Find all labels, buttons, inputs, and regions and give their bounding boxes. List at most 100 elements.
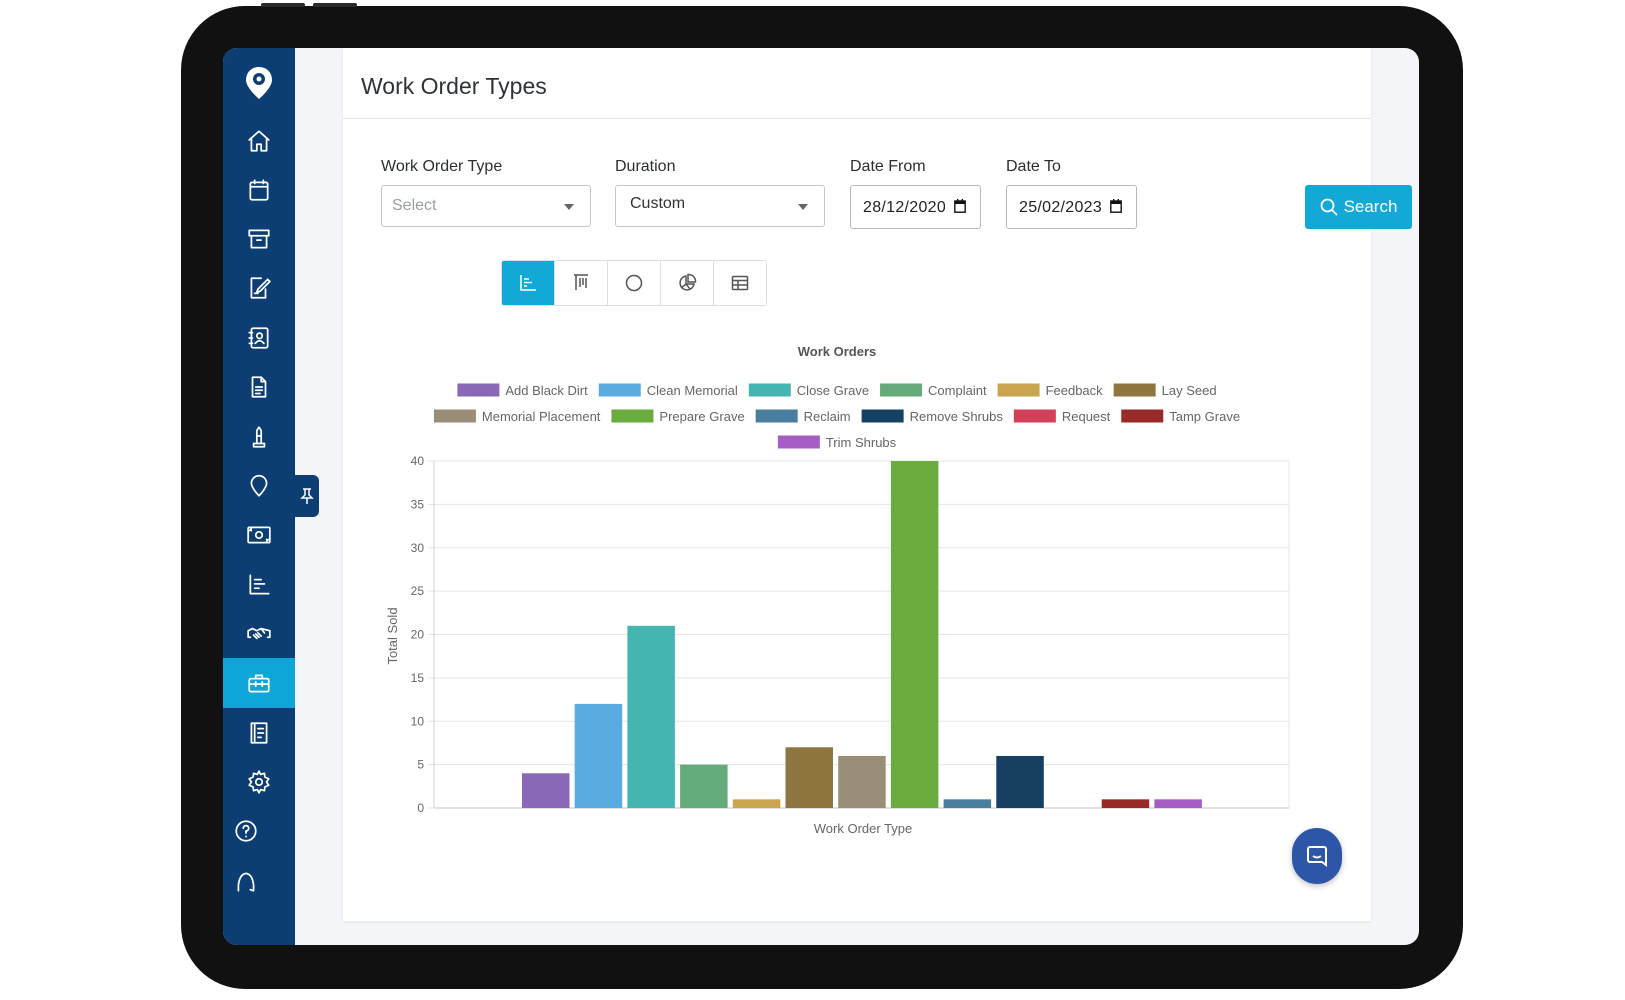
- legend-swatch: [1113, 383, 1156, 397]
- chevron-down-icon: [798, 204, 808, 210]
- legend-label: Complaint: [928, 383, 987, 398]
- sidebar-item-book[interactable]: [223, 708, 295, 758]
- table-icon: [731, 275, 749, 291]
- legend-item[interactable]: Complaint: [880, 383, 987, 398]
- sidebar-item-calendar[interactable]: [223, 165, 295, 215]
- pie-chart-icon: [679, 273, 697, 291]
- legend-item[interactable]: Feedback: [997, 383, 1104, 398]
- home-icon: [248, 130, 270, 152]
- sidebar-item-edit-document[interactable]: [223, 263, 295, 313]
- bar-memorial-placement[interactable]: [838, 755, 886, 808]
- y-tick-label: 30: [411, 541, 425, 555]
- y-axis-label: Total Sold: [385, 607, 400, 664]
- work-order-type-label: Work Order Type: [381, 158, 503, 175]
- legend-item[interactable]: Request: [1013, 409, 1111, 424]
- sidebar-item-home[interactable]: [223, 116, 295, 166]
- book-icon: [250, 722, 268, 744]
- legend-item[interactable]: Clean Memorial: [598, 383, 738, 398]
- legend-item[interactable]: Add Black Dirt: [457, 383, 588, 398]
- bar-trim-shrubs[interactable]: [1154, 799, 1202, 808]
- pie-chart-view-button[interactable]: [661, 261, 714, 305]
- duration-select[interactable]: Custom: [615, 185, 825, 227]
- sidebar-item-map-pin[interactable]: [223, 461, 295, 511]
- bar-prepare-grave[interactable]: [890, 461, 939, 808]
- bar-lay-seed[interactable]: [785, 747, 834, 808]
- table-view-button[interactable]: [714, 261, 766, 305]
- date-to-value: 25/02/2023: [1019, 199, 1103, 216]
- chat-support-button[interactable]: [1292, 828, 1342, 884]
- document-icon: [251, 376, 267, 398]
- sidebar-item-handshake[interactable]: [223, 609, 295, 659]
- sidebar-item-help[interactable]: [223, 806, 282, 856]
- sidebar-item-logout-arch[interactable]: [223, 856, 282, 906]
- work-order-type-select[interactable]: Select: [381, 185, 591, 227]
- bar-clean-memorial[interactable]: [574, 703, 623, 808]
- x-axis-label: Work Order Type: [814, 821, 913, 836]
- doughnut-chart-view-button[interactable]: [608, 261, 661, 305]
- toolbox-icon: [248, 674, 270, 693]
- bar-complaint[interactable]: [680, 764, 728, 808]
- bar-close-grave[interactable]: [627, 625, 675, 808]
- legend-swatch: [1121, 409, 1164, 423]
- work-orders-chart: Work Orders Add Black Dirt Clean Memorial…: [385, 344, 1290, 836]
- legend-label: Feedback: [1046, 383, 1104, 398]
- edit-document-icon: [250, 277, 271, 299]
- legend-swatch: [611, 409, 654, 423]
- legend-label: Lay Seed: [1162, 383, 1217, 398]
- date-from-label: Date From: [850, 158, 926, 175]
- bar-reclaim[interactable]: [943, 799, 992, 808]
- column-chart-icon: [574, 274, 588, 290]
- legend-swatch: [433, 409, 476, 423]
- legend-item[interactable]: Reclaim: [755, 409, 851, 424]
- duration-value: Custom: [630, 195, 686, 212]
- sidebar-item-contacts[interactable]: [223, 313, 295, 363]
- y-tick-label: 20: [411, 628, 425, 642]
- bar-add-black-dirt[interactable]: [522, 773, 570, 808]
- legend-item[interactable]: Lay Seed: [1113, 383, 1217, 398]
- pin-sidebar-button[interactable]: [295, 475, 319, 517]
- legend-label: Memorial Placement: [482, 409, 601, 424]
- calendar-icon[interactable]: [1110, 199, 1122, 213]
- sidebar-item-chart[interactable]: [223, 560, 295, 610]
- contacts-icon: [248, 327, 269, 349]
- bar-feedback[interactable]: [732, 799, 781, 808]
- doughnut-chart-icon: [625, 274, 643, 292]
- chat-icon: [1307, 846, 1327, 867]
- sidebar-item-monument[interactable]: [223, 412, 295, 462]
- legend-item[interactable]: Tamp Grave: [1121, 409, 1240, 424]
- y-tick-label: 35: [411, 497, 425, 511]
- legend-item[interactable]: Memorial Placement: [433, 409, 601, 424]
- calendar-icon[interactable]: [954, 199, 966, 213]
- sidebar: [223, 48, 295, 945]
- legend-label: Tamp Grave: [1169, 409, 1240, 424]
- bar-chart-view-button[interactable]: [502, 261, 555, 305]
- date-from-input[interactable]: 28/12/2020: [850, 185, 981, 229]
- archive-icon: [248, 229, 270, 249]
- chart-legend: Add Black Dirt Clean Memorial Close Grave C…: [433, 383, 1240, 450]
- legend-label: Reclaim: [804, 409, 851, 424]
- chart-title: Work Orders: [798, 344, 877, 359]
- legend-item[interactable]: Trim Shrubs: [777, 435, 897, 450]
- bar-tamp-grave[interactable]: [1101, 799, 1150, 808]
- legend-swatch: [997, 383, 1040, 397]
- legend-item[interactable]: Prepare Grave: [611, 409, 745, 424]
- legend-label: Add Black Dirt: [505, 383, 588, 398]
- sidebar-item-archive[interactable]: [223, 214, 295, 264]
- gear-icon: [248, 770, 270, 794]
- brand-logo-pin-icon[interactable]: [223, 58, 295, 108]
- chart-icon: [249, 574, 270, 595]
- legend-item[interactable]: Remove Shrubs: [861, 409, 1004, 424]
- legend-swatch: [880, 383, 923, 397]
- search-button[interactable]: Search: [1305, 185, 1412, 229]
- legend-item[interactable]: Close Grave: [748, 383, 869, 398]
- sidebar-item-money[interactable]: [223, 510, 295, 560]
- date-to-input[interactable]: 25/02/2023: [1006, 185, 1137, 229]
- column-chart-view-button[interactable]: [555, 261, 608, 305]
- y-tick-label: 25: [411, 584, 425, 598]
- sidebar-item-document[interactable]: [223, 362, 295, 412]
- sidebar-item-gear[interactable]: [223, 757, 295, 807]
- y-tick-label: 10: [411, 714, 425, 728]
- sidebar-item-toolbox[interactable]: [223, 658, 295, 708]
- legend-label: Request: [1062, 409, 1111, 424]
- bar-remove-shrubs[interactable]: [996, 755, 1044, 808]
